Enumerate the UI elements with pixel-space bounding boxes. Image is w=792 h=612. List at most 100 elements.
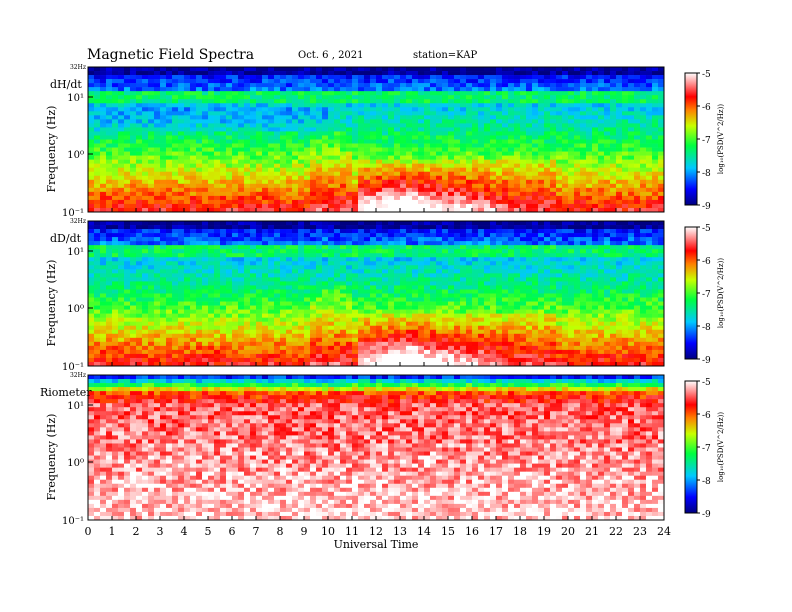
spectrogram-cell [292, 191, 299, 197]
spectrogram-cell [274, 67, 281, 72]
spectrogram-cell [250, 281, 257, 286]
spectrogram-cell [448, 139, 455, 144]
spectrogram-cell [322, 171, 329, 177]
spectrogram-cell [208, 233, 215, 238]
spectrogram-cell [562, 155, 569, 160]
spectrogram-cell [580, 229, 587, 234]
spectrogram-cell [574, 171, 581, 177]
spectrogram-cell [502, 261, 509, 266]
spectrogram-cell [406, 111, 413, 116]
spectrogram-cell [466, 233, 473, 238]
spectrogram-cell [136, 183, 143, 189]
spectrogram-cell [178, 87, 185, 92]
spectrogram-cell [562, 151, 569, 156]
spectrogram-cell [196, 241, 203, 246]
spectrogram-cell [292, 79, 299, 84]
spectrogram-cell [436, 233, 443, 238]
spectrogram-cell [190, 233, 197, 238]
spectrogram-cell [562, 119, 569, 124]
spectrogram-cell [496, 277, 503, 282]
spectrogram-cell [514, 151, 521, 156]
spectrogram-cell [538, 107, 545, 112]
spectrogram-cell [172, 203, 179, 209]
spectrogram-cell [580, 241, 587, 246]
spectrogram-cell [532, 119, 539, 124]
spectrogram-cell [394, 71, 401, 76]
spectrogram-cell [112, 187, 119, 193]
spectrogram-cell [292, 111, 299, 116]
spectrogram-cell [622, 107, 629, 112]
spectrogram-cell [88, 203, 95, 209]
spectrogram-cell [250, 163, 257, 168]
spectrogram-cell [556, 233, 563, 238]
spectrogram-cell [388, 103, 395, 108]
spectrogram-cell [100, 159, 107, 164]
spectrogram-cell [478, 233, 485, 238]
spectrogram-cell [310, 249, 317, 254]
spectrogram-cell [412, 225, 419, 230]
spectrogram-cell [214, 241, 221, 246]
spectrogram-cell [442, 107, 449, 112]
spectrogram-cell [346, 277, 353, 282]
spectrogram-cell [190, 257, 197, 262]
spectrogram-cell [304, 163, 311, 168]
spectrogram-cell [226, 115, 233, 120]
spectrogram-cell [562, 187, 569, 193]
spectrogram-cell [376, 75, 383, 80]
spectrogram-cell [580, 71, 587, 76]
spectrogram-cell [652, 99, 659, 104]
spectrogram-cell [352, 119, 359, 124]
spectrogram-cell [460, 207, 467, 213]
spectrogram-cell [184, 163, 191, 168]
spectrogram-cell [532, 163, 539, 168]
spectrogram-cell [604, 203, 611, 209]
spectrogram-cell [646, 249, 653, 254]
spectrogram-cell [322, 75, 329, 80]
spectrogram-cell [154, 277, 161, 282]
spectrogram-cell [466, 277, 473, 282]
spectrogram-cell [550, 237, 557, 242]
spectrogram-cell [508, 67, 515, 72]
spectrogram-cell [292, 187, 299, 193]
spectrogram-cell [610, 261, 617, 266]
spectrogram-cell [238, 225, 245, 230]
spectrogram-cell [418, 269, 425, 274]
spectrogram-cell [274, 229, 281, 234]
spectrogram-cell [502, 199, 509, 205]
spectrogram-cell [292, 107, 299, 112]
spectrogram-cell [514, 187, 521, 193]
spectrogram-cell [232, 269, 239, 274]
spectrogram-cell [322, 179, 329, 185]
spectrogram-cell [556, 107, 563, 112]
spectrogram-cell [190, 99, 197, 104]
spectrogram-cell [220, 155, 227, 160]
spectrogram-cell [406, 237, 413, 242]
spectrogram-cell [610, 151, 617, 156]
spectrogram-cell [598, 191, 605, 197]
spectrogram-cell [478, 203, 485, 209]
spectrogram-cell [292, 265, 299, 270]
spectrogram-cell [268, 83, 275, 88]
spectrogram-cell [370, 143, 377, 148]
spectrogram-cell [502, 203, 509, 209]
spectrogram-cell [238, 111, 245, 116]
spectrogram-cell [484, 143, 491, 148]
spectrogram-cell [292, 127, 299, 132]
spectrogram-cell [520, 151, 527, 156]
spectrogram-cell [178, 265, 185, 270]
spectrogram-cell [238, 167, 245, 173]
spectrogram-cell [568, 167, 575, 173]
spectrogram-cell [190, 265, 197, 270]
spectrogram-cell [124, 183, 131, 189]
spectrogram-cell [562, 163, 569, 168]
spectrogram-cell [550, 83, 557, 88]
spectrogram-cell [292, 225, 299, 230]
spectrogram-cell [184, 99, 191, 104]
spectrogram-cell [238, 237, 245, 242]
spectrogram-cell [508, 111, 515, 116]
spectrogram-cell [364, 127, 371, 132]
spectrogram-cell [88, 273, 95, 278]
spectrogram-cell [400, 221, 407, 226]
spectrogram-cell [622, 229, 629, 234]
spectrogram-cell [634, 237, 641, 242]
